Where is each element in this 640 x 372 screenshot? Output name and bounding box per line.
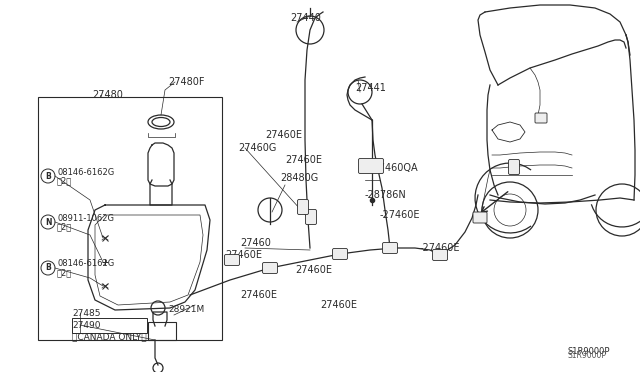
Text: 27490: 27490 bbox=[72, 321, 100, 330]
Text: 27460E: 27460E bbox=[320, 300, 357, 310]
Bar bbox=[148, 322, 176, 340]
Text: 28480G: 28480G bbox=[280, 173, 318, 183]
Text: B: B bbox=[45, 171, 51, 180]
Text: -27460E: -27460E bbox=[380, 210, 420, 220]
Text: 08146-6162G: 08146-6162G bbox=[57, 167, 115, 176]
Text: 27460E: 27460E bbox=[295, 265, 332, 275]
Text: 08911-1062G: 08911-1062G bbox=[57, 214, 114, 222]
Text: -28786N: -28786N bbox=[365, 190, 407, 200]
FancyBboxPatch shape bbox=[225, 254, 239, 266]
Text: -27460QA: -27460QA bbox=[370, 163, 419, 173]
Text: S1R9000P: S1R9000P bbox=[568, 347, 611, 356]
Text: N: N bbox=[45, 218, 51, 227]
Text: 27480: 27480 bbox=[92, 90, 123, 100]
Text: （2）: （2） bbox=[57, 176, 72, 186]
Text: 27460: 27460 bbox=[240, 238, 271, 248]
Text: 27460E: 27460E bbox=[265, 130, 302, 140]
FancyBboxPatch shape bbox=[433, 250, 447, 260]
Bar bbox=[38, 97, 222, 340]
Text: 27460E: 27460E bbox=[240, 290, 277, 300]
FancyBboxPatch shape bbox=[358, 158, 383, 173]
Text: S1R9000P: S1R9000P bbox=[568, 352, 607, 360]
Text: -27460E: -27460E bbox=[420, 243, 461, 253]
Text: （CANADA ONLY）: （CANADA ONLY） bbox=[72, 333, 147, 341]
Text: 27480F: 27480F bbox=[168, 77, 205, 87]
FancyBboxPatch shape bbox=[333, 248, 348, 260]
FancyBboxPatch shape bbox=[383, 243, 397, 253]
Text: 08146-6162G: 08146-6162G bbox=[57, 260, 115, 269]
FancyBboxPatch shape bbox=[473, 212, 487, 223]
FancyBboxPatch shape bbox=[535, 113, 547, 123]
Text: 28921M: 28921M bbox=[168, 305, 204, 314]
Text: 27441: 27441 bbox=[355, 83, 386, 93]
Text: （2）: （2） bbox=[57, 269, 72, 278]
Bar bbox=[72, 318, 147, 333]
Text: B: B bbox=[45, 263, 51, 273]
Text: 27485: 27485 bbox=[72, 308, 100, 317]
Text: 27460E: 27460E bbox=[285, 155, 322, 165]
FancyBboxPatch shape bbox=[298, 199, 308, 215]
Text: 27440: 27440 bbox=[290, 13, 321, 23]
FancyBboxPatch shape bbox=[509, 160, 520, 174]
Text: （2）: （2） bbox=[57, 222, 72, 231]
Text: 27460E: 27460E bbox=[225, 250, 262, 260]
Text: 27460G: 27460G bbox=[238, 143, 276, 153]
FancyBboxPatch shape bbox=[305, 209, 317, 224]
FancyBboxPatch shape bbox=[262, 263, 278, 273]
